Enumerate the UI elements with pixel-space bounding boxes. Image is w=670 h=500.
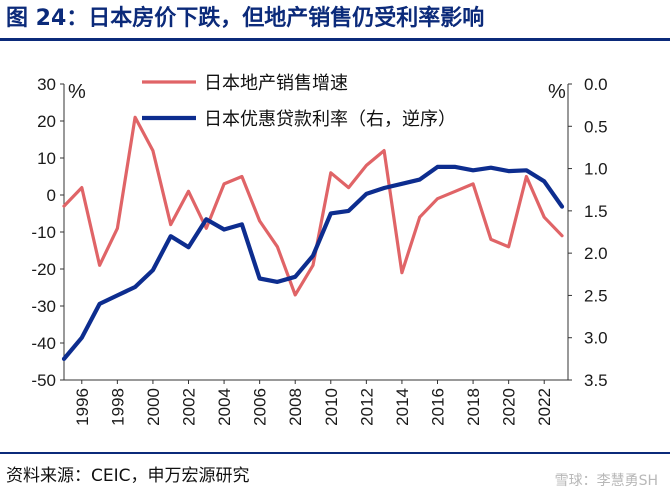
x-tick-label: 2018 — [464, 388, 483, 426]
x-tick-label: 2020 — [500, 388, 519, 426]
right-tick-label: 1.0 — [584, 160, 608, 179]
footer-divider — [0, 452, 670, 454]
page-title: 图 24：日本房价下跌，但地产销售仍受利率影响 — [6, 6, 485, 31]
x-tick-label: 1998 — [108, 388, 127, 426]
left-tick-label: -10 — [31, 223, 56, 242]
left-tick-label: 10 — [37, 149, 56, 168]
right-tick-label: 3.5 — [584, 371, 608, 390]
left-tick-label: -40 — [31, 334, 56, 353]
x-tick-label: 2000 — [144, 388, 163, 426]
dual-axis-line-chart: 3020100-10-20-30-40-500.00.51.01.52.02.5… — [31, 73, 607, 426]
right-tick-label: 0.5 — [584, 117, 608, 136]
series-line-prime-rate — [61, 164, 565, 361]
x-tick-label: 2016 — [429, 388, 448, 426]
x-tick-label: 2010 — [322, 388, 341, 426]
x-tick-label: 2002 — [180, 388, 199, 426]
x-tick-label: 2014 — [393, 388, 412, 426]
x-tick-label: 1996 — [73, 388, 92, 426]
legend-label: 日本优惠贷款利率（右，逆序） — [204, 109, 456, 130]
source-note: 资料来源：CEIC，申万宏源研究 — [6, 466, 250, 486]
left-tick-label: -30 — [31, 297, 56, 316]
legend-label: 日本地产销售增速 — [204, 73, 348, 94]
left-tick-label: -50 — [31, 371, 56, 390]
left-axis-unit: % — [68, 81, 86, 103]
right-tick-label: 2.5 — [584, 286, 608, 305]
x-tick-label: 2012 — [357, 388, 376, 426]
series-line-sales-growth — [62, 115, 564, 297]
left-tick-label: -20 — [31, 260, 56, 279]
watermark: 雪球：李慧勇SH — [554, 473, 658, 489]
x-tick-label: 2006 — [251, 388, 270, 426]
right-tick-label: 1.5 — [584, 202, 608, 221]
right-tick-label: 3.0 — [584, 329, 608, 348]
axes — [60, 83, 572, 384]
right-tick-label: 0.0 — [584, 75, 608, 94]
tick-labels: 3020100-10-20-30-40-500.00.51.01.52.02.5… — [31, 75, 607, 426]
right-axis-unit: % — [548, 81, 566, 103]
x-tick-label: 2004 — [215, 388, 234, 426]
left-tick-label: 20 — [37, 112, 56, 131]
title-divider — [0, 38, 670, 41]
series-lines — [61, 115, 565, 361]
x-tick-label: 2022 — [535, 388, 554, 426]
left-tick-label: 30 — [37, 75, 56, 94]
x-tick-label: 2008 — [286, 388, 305, 426]
left-tick-label: 0 — [47, 186, 56, 205]
right-tick-label: 2.0 — [584, 244, 608, 263]
